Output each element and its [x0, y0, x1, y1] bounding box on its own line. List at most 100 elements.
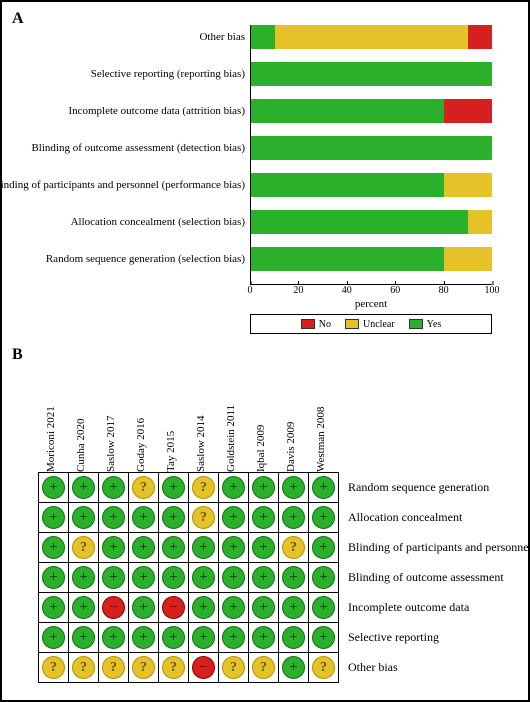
rob-circle-unclear: ? — [282, 536, 305, 559]
rob-cell: + — [249, 533, 279, 563]
rob-cell: + — [279, 623, 309, 653]
rob-circle-high: − — [102, 596, 125, 619]
rob-cell: + — [249, 473, 279, 503]
rob-circle-low: + — [282, 656, 305, 679]
rob-circle-low: + — [282, 626, 305, 649]
study-header: Moriconi 2021 — [38, 362, 68, 472]
rob-circle-low: + — [252, 536, 275, 559]
rob-circle-low: + — [42, 536, 65, 559]
table-row: ++++++++++ — [39, 623, 339, 653]
legend-label: No — [319, 319, 331, 330]
x-tick: 20 — [293, 285, 303, 296]
x-tick: 0 — [248, 285, 253, 296]
rob-cell: + — [189, 623, 219, 653]
rob-cell: ? — [189, 503, 219, 533]
bar-segment-no — [444, 99, 492, 123]
x-tick: 60 — [390, 285, 400, 296]
bar-label: Other bias — [199, 31, 251, 43]
legend-label: Unclear — [363, 319, 395, 330]
bar-row: Selective reporting (reporting bias) — [251, 62, 492, 86]
rob-circle-low: + — [252, 626, 275, 649]
rob-cell: + — [159, 503, 189, 533]
bar-row: Allocation concealment (selection bias) — [251, 210, 492, 234]
rob-cell: + — [39, 473, 69, 503]
rob-cell: + — [249, 563, 279, 593]
rob-circle-unclear: ? — [312, 656, 335, 679]
domain-label: Blinding of outcome assessment — [348, 570, 504, 585]
bar-label: Selective reporting (reporting bias) — [91, 68, 251, 80]
rob-circle-low: + — [252, 566, 275, 589]
bar-label: Random sequence generation (selection bi… — [46, 253, 251, 265]
rob-cell: + — [189, 563, 219, 593]
bar-segment-yes — [251, 99, 444, 123]
rob-circle-low: + — [42, 566, 65, 589]
rob-circle-low: + — [102, 626, 125, 649]
rob-cell: ? — [99, 653, 129, 683]
bar-segment-yes — [251, 62, 492, 86]
rob-circle-low: + — [282, 566, 305, 589]
domain-label: Selective reporting — [348, 630, 439, 645]
rob-circle-unclear: ? — [42, 656, 65, 679]
rob-cell: + — [249, 503, 279, 533]
rob-cell: + — [39, 533, 69, 563]
study-header: Saslow 2014 — [188, 362, 218, 472]
rob-circle-low: + — [312, 536, 335, 559]
rob-circle-low: + — [192, 626, 215, 649]
bar-segment-yes — [251, 173, 444, 197]
rob-cell: + — [99, 503, 129, 533]
rob-cell: + — [219, 533, 249, 563]
rob-cell: ? — [129, 473, 159, 503]
rob-circle-low: + — [102, 566, 125, 589]
bar-segment-yes — [251, 136, 492, 160]
rob-cell: − — [189, 653, 219, 683]
rob-cell: + — [189, 593, 219, 623]
rob-circle-low: + — [132, 566, 155, 589]
rob-cell: + — [219, 623, 249, 653]
rob-circle-unclear: ? — [192, 476, 215, 499]
bar-row: Blinding of participants and personnel (… — [251, 173, 492, 197]
rob-cell: + — [189, 533, 219, 563]
rob-cell: + — [279, 593, 309, 623]
x-tick: 100 — [485, 285, 500, 296]
table-row: ++++++++++ — [39, 563, 339, 593]
rob-circle-low: + — [192, 566, 215, 589]
rob-cell: ? — [309, 653, 339, 683]
rob-cell: + — [219, 473, 249, 503]
rob-circle-low: + — [282, 476, 305, 499]
panel-b-label: B — [12, 346, 23, 364]
rob-cell: + — [159, 473, 189, 503]
rob-cell: + — [69, 563, 99, 593]
rob-cell: + — [279, 473, 309, 503]
rob-cell: ? — [129, 653, 159, 683]
rob-cell: + — [39, 623, 69, 653]
rob-cell: + — [159, 533, 189, 563]
legend-swatch — [409, 319, 423, 329]
rob-circle-low: + — [72, 506, 95, 529]
rob-circle-low: + — [72, 626, 95, 649]
rob-cell: ? — [69, 533, 99, 563]
bar-label: Blinding of participants and personnel (… — [0, 179, 251, 191]
rob-circle-low: + — [42, 476, 65, 499]
table-row: ++−+−+++++ — [39, 593, 339, 623]
rob-cell: + — [39, 593, 69, 623]
study-name: Moriconi 2021 — [45, 406, 57, 472]
bar-chart-area: Other biasSelective reporting (reporting… — [250, 25, 492, 285]
study-name: Goday 2016 — [135, 418, 147, 472]
bar-label: Incomplete outcome data (attrition bias) — [68, 105, 251, 117]
rob-cell: + — [99, 563, 129, 593]
rob-circle-low: + — [252, 476, 275, 499]
study-name: Tay 2015 — [165, 431, 177, 472]
rob-cell: + — [69, 473, 99, 503]
rob-cell: + — [309, 503, 339, 533]
study-headers: Moriconi 2021Cunha 2020Saslow 2017Goday … — [38, 362, 338, 472]
figure-container: A Other biasSelective reporting (reporti… — [0, 0, 530, 702]
rob-circle-low: + — [312, 566, 335, 589]
rob-cell: + — [249, 623, 279, 653]
rob-cell: + — [279, 653, 309, 683]
bar-row: Blinding of outcome assessment (detectio… — [251, 136, 492, 160]
legend-item-no: No — [301, 319, 331, 330]
rob-circle-low: + — [222, 566, 245, 589]
study-header: Saslow 2017 — [98, 362, 128, 472]
rob-cell: + — [129, 593, 159, 623]
study-header: Goday 2016 — [128, 362, 158, 472]
